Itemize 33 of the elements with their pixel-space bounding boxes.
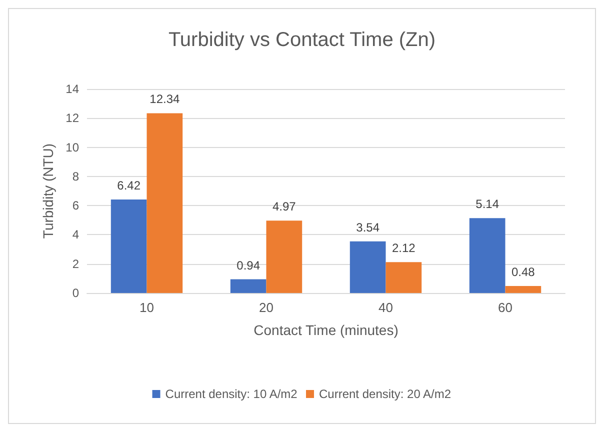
x-tick-label: 20	[259, 300, 274, 315]
data-label: 3.54	[356, 220, 380, 234]
bar	[230, 279, 266, 293]
data-label: 4.97	[272, 200, 296, 214]
data-label: 6.42	[117, 178, 141, 192]
y-tick-label: 12	[66, 111, 80, 126]
y-tick-label: 10	[66, 140, 80, 154]
bar	[350, 241, 386, 293]
data-label: 2.12	[392, 241, 416, 256]
y-tick-label: 4	[72, 228, 80, 242]
legend-label: Current density: 10 A/m2	[165, 387, 298, 401]
data-label: 12.34	[150, 92, 180, 106]
bar	[469, 218, 506, 293]
data-label: 0.48	[511, 265, 536, 280]
x-axis-title: Contact Time (minutes)	[254, 322, 398, 338]
y-tick-label: 6	[72, 198, 80, 213]
bar	[386, 262, 422, 293]
y-tick-label: 2	[72, 256, 80, 271]
x-tick-label: 40	[378, 300, 393, 315]
x-tick-label: 60	[498, 300, 512, 315]
y-tick-label: 8	[72, 169, 80, 184]
legend-label: Current density: 20 A/m2	[319, 387, 452, 401]
bar	[505, 286, 542, 293]
y-tick-label: 14	[66, 82, 80, 96]
bar	[146, 113, 183, 293]
data-label: 5.14	[476, 197, 500, 212]
bar	[110, 199, 147, 293]
bar	[266, 220, 302, 293]
x-tick-label: 10	[140, 300, 154, 315]
data-label: 0.94	[236, 258, 260, 272]
y-tick-label: 0	[72, 286, 80, 300]
chart-title: Turbidity vs Contact Time (Zn)	[168, 29, 436, 51]
y-axis-title: Turbidity (NTU)	[40, 143, 56, 239]
